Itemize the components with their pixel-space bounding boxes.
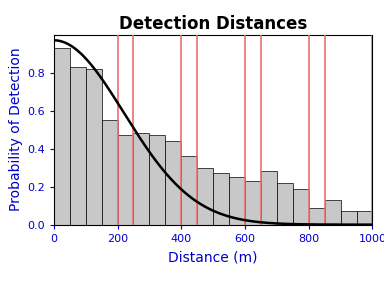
Bar xyxy=(197,168,213,225)
Bar xyxy=(101,120,118,225)
Bar xyxy=(325,200,341,225)
Bar xyxy=(245,181,261,225)
Bar xyxy=(309,208,325,225)
Bar xyxy=(357,211,372,225)
Y-axis label: Probability of Detection: Probability of Detection xyxy=(9,48,23,211)
Bar xyxy=(149,135,166,225)
Bar xyxy=(181,156,197,225)
Bar xyxy=(54,48,70,225)
Bar xyxy=(341,211,357,225)
Bar xyxy=(293,189,309,225)
Bar xyxy=(261,171,277,225)
X-axis label: Distance (m): Distance (m) xyxy=(168,251,258,265)
Bar xyxy=(134,133,149,225)
Bar xyxy=(229,177,245,225)
Bar xyxy=(277,183,293,225)
Bar xyxy=(118,135,134,225)
Bar xyxy=(165,141,181,225)
Bar xyxy=(213,173,229,225)
Bar xyxy=(70,67,86,225)
Bar xyxy=(86,69,101,225)
Title: Detection Distances: Detection Distances xyxy=(119,15,307,33)
